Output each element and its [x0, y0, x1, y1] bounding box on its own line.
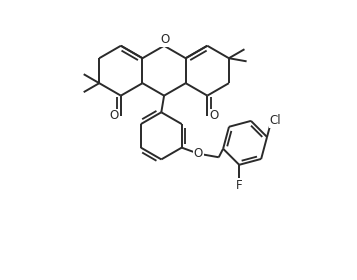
Text: O: O — [161, 33, 170, 46]
Text: O: O — [109, 109, 119, 122]
Text: O: O — [194, 147, 203, 160]
Text: O: O — [210, 109, 219, 122]
Text: F: F — [236, 179, 242, 192]
Text: Cl: Cl — [270, 114, 281, 127]
